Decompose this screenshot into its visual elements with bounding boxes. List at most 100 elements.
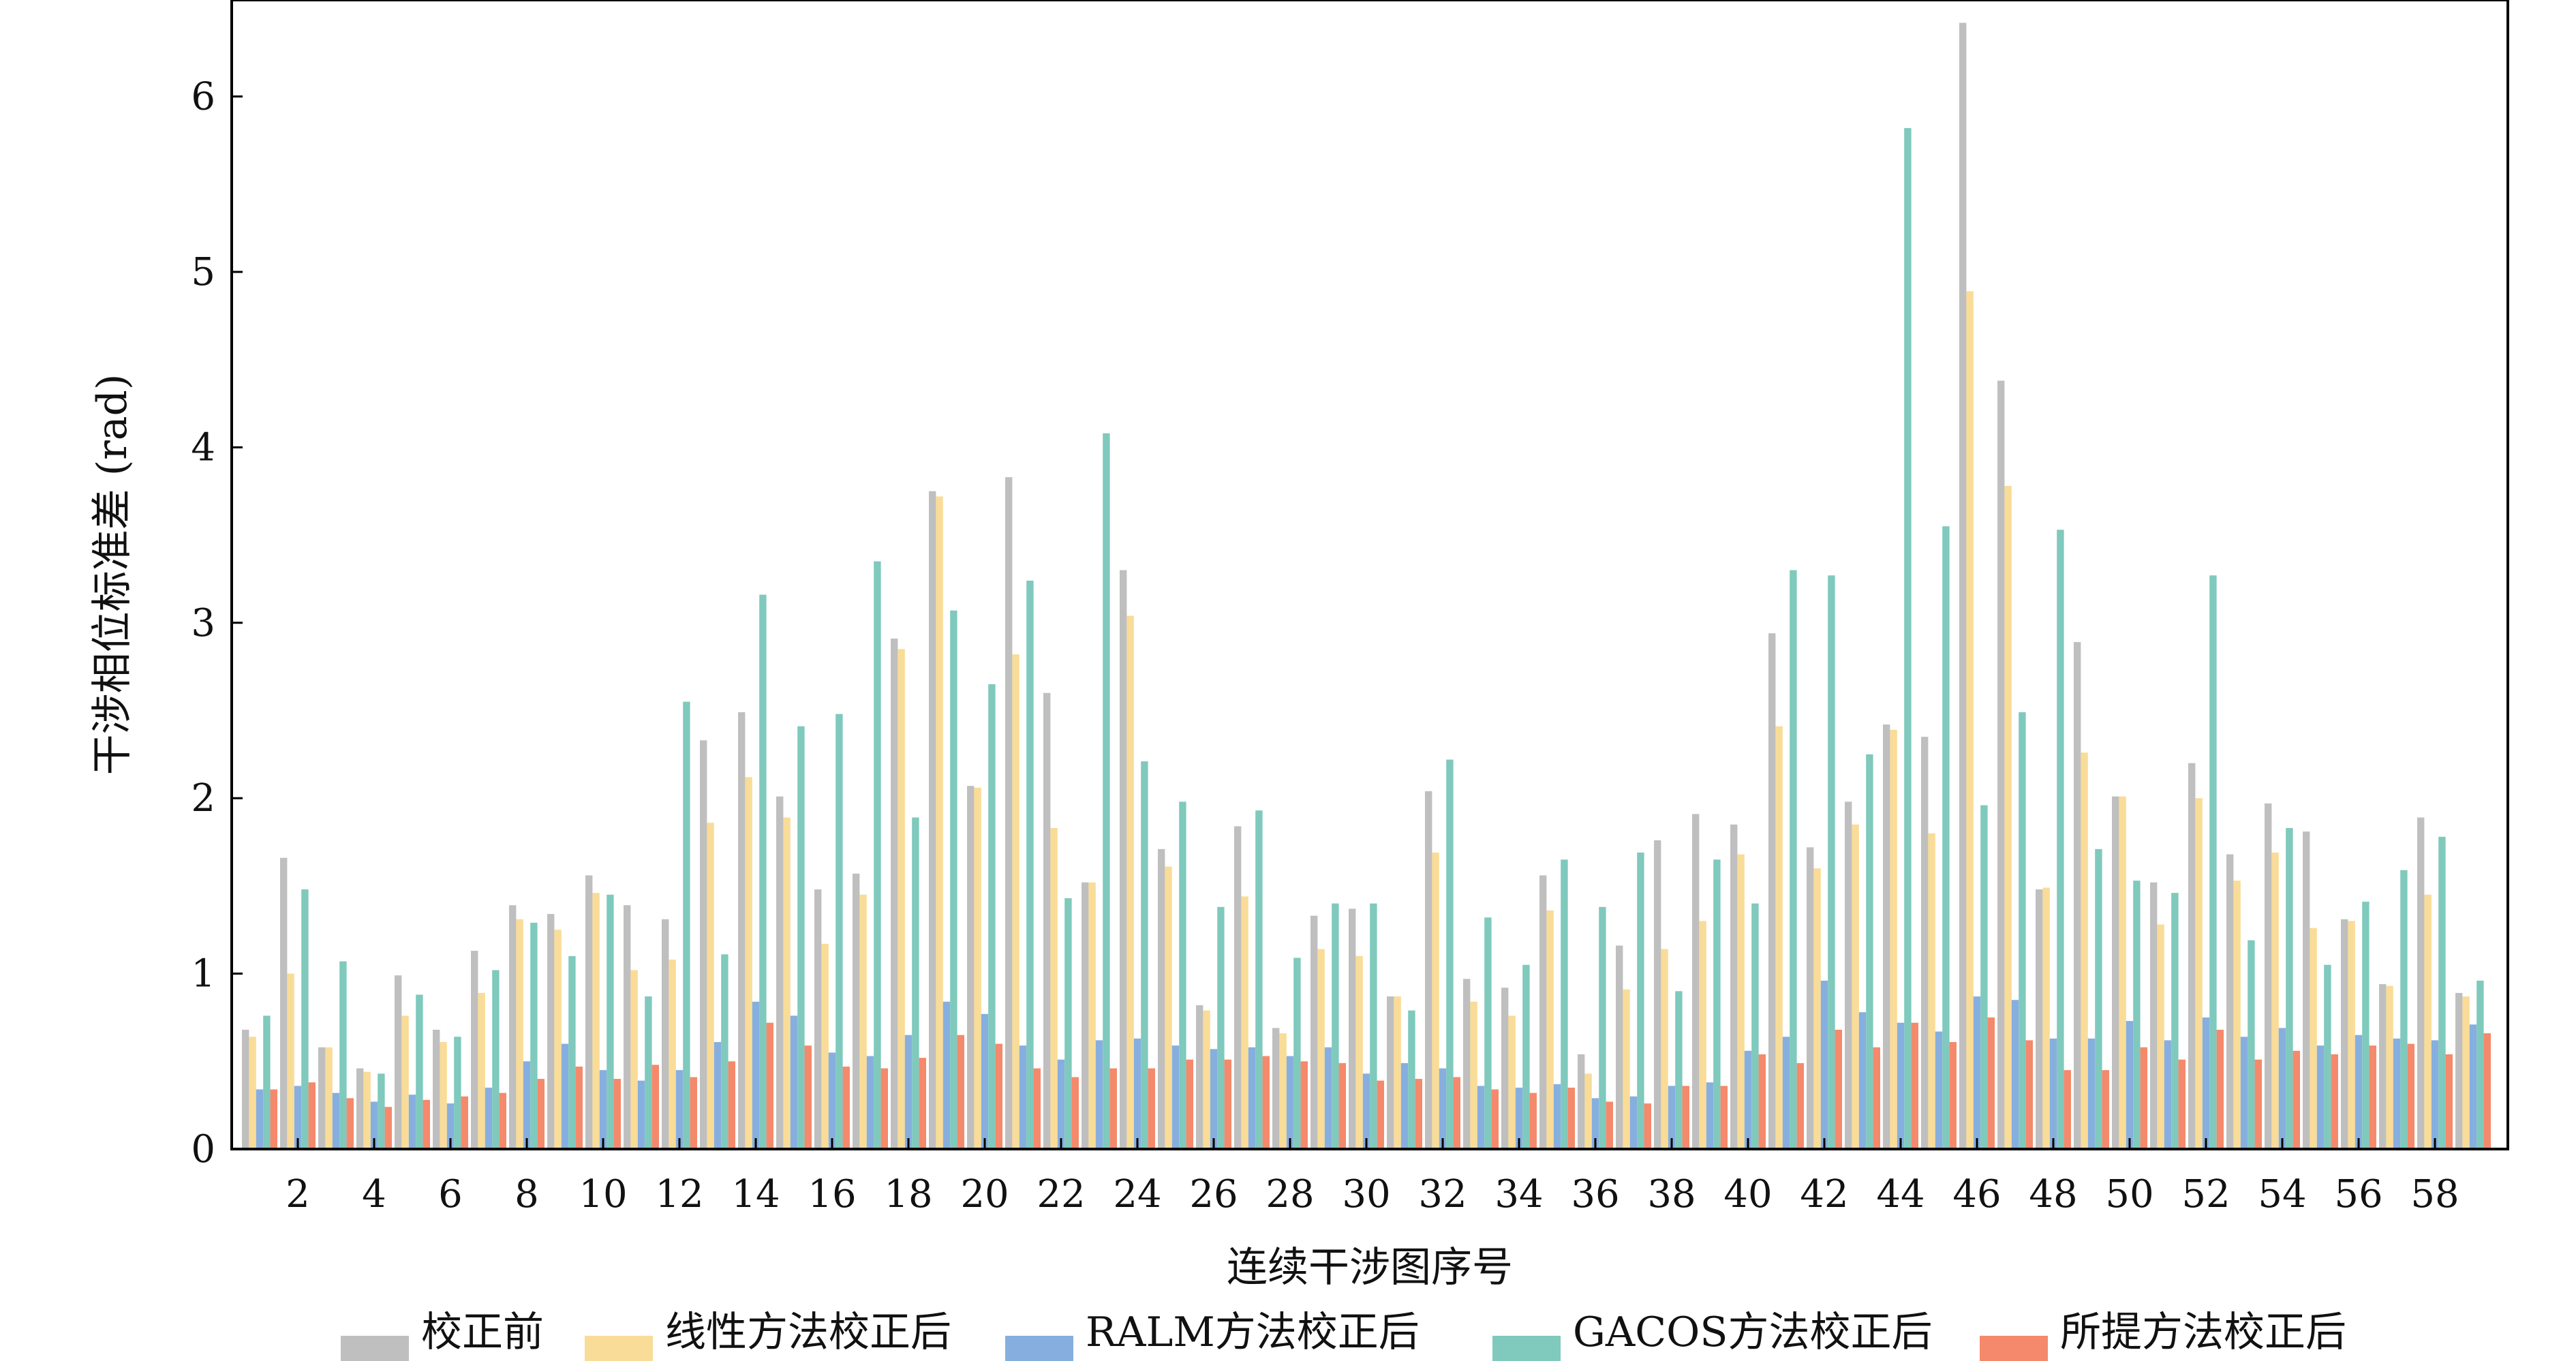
bar-series5-cat10 — [613, 1079, 621, 1149]
bar-series5-cat33 — [1491, 1089, 1499, 1149]
bar-series1-cat50 — [2112, 796, 2119, 1149]
bar-series1-cat56 — [2341, 919, 2348, 1149]
bar-series2-cat53 — [2233, 881, 2241, 1149]
x-tick-label: 40 — [1723, 1172, 1772, 1217]
legend-swatch-series3 — [1005, 1336, 1073, 1361]
bar-series3-cat24 — [1133, 1038, 1141, 1149]
legend-label-series1: 校正前 — [421, 1309, 544, 1356]
x-tick-label: 8 — [515, 1172, 539, 1217]
bar-series1-cat7 — [471, 951, 478, 1149]
bar-series3-cat3 — [332, 1092, 340, 1149]
x-tick-label: 34 — [1494, 1172, 1543, 1217]
bar-series2-cat29 — [1317, 949, 1325, 1149]
bar-series4-cat27 — [1255, 810, 1263, 1149]
bar-series5-cat34 — [1529, 1092, 1537, 1149]
bar-series4-cat7 — [492, 970, 500, 1149]
bar-series4-cat25 — [1179, 801, 1186, 1149]
bar-series4-cat57 — [2400, 870, 2408, 1149]
bar-series3-cat30 — [1362, 1073, 1370, 1149]
bar-series1-cat4 — [356, 1068, 364, 1149]
y-tick-label: 5 — [191, 250, 215, 294]
bar-series3-cat21 — [1019, 1045, 1027, 1149]
bar-series3-cat33 — [1477, 1086, 1485, 1149]
bar-series2-cat17 — [859, 894, 867, 1149]
bar-series3-cat15 — [790, 1015, 798, 1149]
bar-series2-cat31 — [1394, 996, 1401, 1149]
bar-series4-cat29 — [1332, 903, 1339, 1149]
bar-series2-cat51 — [2157, 924, 2164, 1149]
bar-series1-cat46 — [1959, 22, 1967, 1150]
x-tick-label: 4 — [362, 1172, 386, 1217]
bar-series5-cat6 — [461, 1096, 468, 1149]
bar-series5-cat28 — [1300, 1061, 1308, 1149]
bar-series2-cat47 — [2004, 486, 2012, 1149]
bar-series2-cat30 — [1355, 955, 1363, 1149]
bar-series3-cat44 — [1897, 1022, 1905, 1149]
bar-series5-cat25 — [1186, 1059, 1193, 1149]
x-tick-label: 6 — [438, 1172, 463, 1217]
bar-series4-cat15 — [797, 726, 805, 1149]
bar-series3-cat37 — [1629, 1096, 1638, 1149]
bar-series2-cat48 — [2042, 887, 2050, 1149]
bar-series1-cat37 — [1616, 945, 1623, 1149]
bar-series3-cat29 — [1324, 1047, 1332, 1149]
legend-label-series4: GACOS方法校正后 — [1573, 1309, 1932, 1356]
bar-series1-cat30 — [1349, 908, 1356, 1149]
bar-series1-cat58 — [2417, 817, 2425, 1149]
bar-series2-cat20 — [974, 787, 981, 1149]
bar-series1-cat52 — [2188, 763, 2196, 1149]
bar-series2-cat21 — [1012, 654, 1019, 1149]
bar-series2-cat4 — [363, 1071, 371, 1149]
x-tick-label: 48 — [2029, 1172, 2077, 1217]
x-tick-label: 10 — [579, 1172, 627, 1217]
bar-series5-cat46 — [1987, 1017, 1995, 1149]
bar-series1-cat17 — [853, 873, 860, 1149]
bar-series2-cat23 — [1088, 882, 1096, 1149]
bar-series1-cat23 — [1082, 882, 1089, 1149]
bar-series4-cat38 — [1675, 991, 1683, 1149]
bar-series4-cat36 — [1599, 906, 1606, 1149]
bar-series4-cat28 — [1293, 958, 1301, 1149]
bar-series4-cat58 — [2438, 836, 2446, 1149]
bar-series2-cat5 — [401, 1015, 409, 1149]
bar-series1-cat24 — [1120, 570, 1127, 1149]
bar-series5-cat35 — [1567, 1087, 1575, 1149]
bar-series3-cat51 — [2164, 1040, 2172, 1149]
bar-series4-cat42 — [1828, 575, 1835, 1149]
bar-series3-cat25 — [1171, 1045, 1180, 1149]
bar-series3-cat42 — [1820, 980, 1828, 1149]
bar-series1-cat54 — [2265, 803, 2272, 1149]
bar-series5-cat21 — [1033, 1068, 1041, 1149]
bar-series5-cat44 — [1911, 1022, 1918, 1149]
bar-series1-cat48 — [2036, 889, 2043, 1149]
bar-series4-cat39 — [1713, 859, 1721, 1149]
x-tick-label: 14 — [731, 1172, 780, 1217]
bar-series2-cat50 — [2119, 796, 2126, 1149]
bar-series3-cat39 — [1706, 1082, 1714, 1149]
bar-series3-cat58 — [2431, 1040, 2439, 1149]
y-tick-label: 4 — [191, 425, 215, 470]
bar-series1-cat47 — [1997, 380, 2005, 1149]
x-tick-label: 56 — [2334, 1172, 2382, 1217]
bar-series3-cat46 — [1973, 996, 1981, 1149]
bar-series3-cat5 — [408, 1095, 416, 1149]
bar-series5-cat8 — [537, 1079, 545, 1149]
bar-series1-cat22 — [1043, 692, 1051, 1149]
y-axis-title: 干涉相位标准差 (rad) — [89, 374, 136, 776]
x-tick-label: 28 — [1266, 1172, 1314, 1217]
bar-series5-cat56 — [2369, 1045, 2376, 1149]
bar-series2-cat22 — [1050, 827, 1058, 1149]
bar-series5-cat59 — [2483, 1033, 2491, 1149]
bar-series1-cat43 — [1845, 801, 1852, 1149]
bar-series3-cat55 — [2316, 1045, 2325, 1149]
bar-series2-cat10 — [592, 893, 600, 1149]
y-tick-label: 0 — [191, 1127, 215, 1172]
bar-series1-cat51 — [2150, 882, 2158, 1149]
bar-series4-cat50 — [2133, 881, 2141, 1149]
bar-series1-cat44 — [1883, 724, 1890, 1149]
bar-series3-cat18 — [904, 1035, 913, 1149]
bar-series2-cat49 — [2081, 752, 2088, 1149]
bar-series4-cat55 — [2324, 964, 2331, 1149]
bar-series1-cat18 — [891, 638, 898, 1149]
x-tick-label: 20 — [960, 1172, 1009, 1217]
